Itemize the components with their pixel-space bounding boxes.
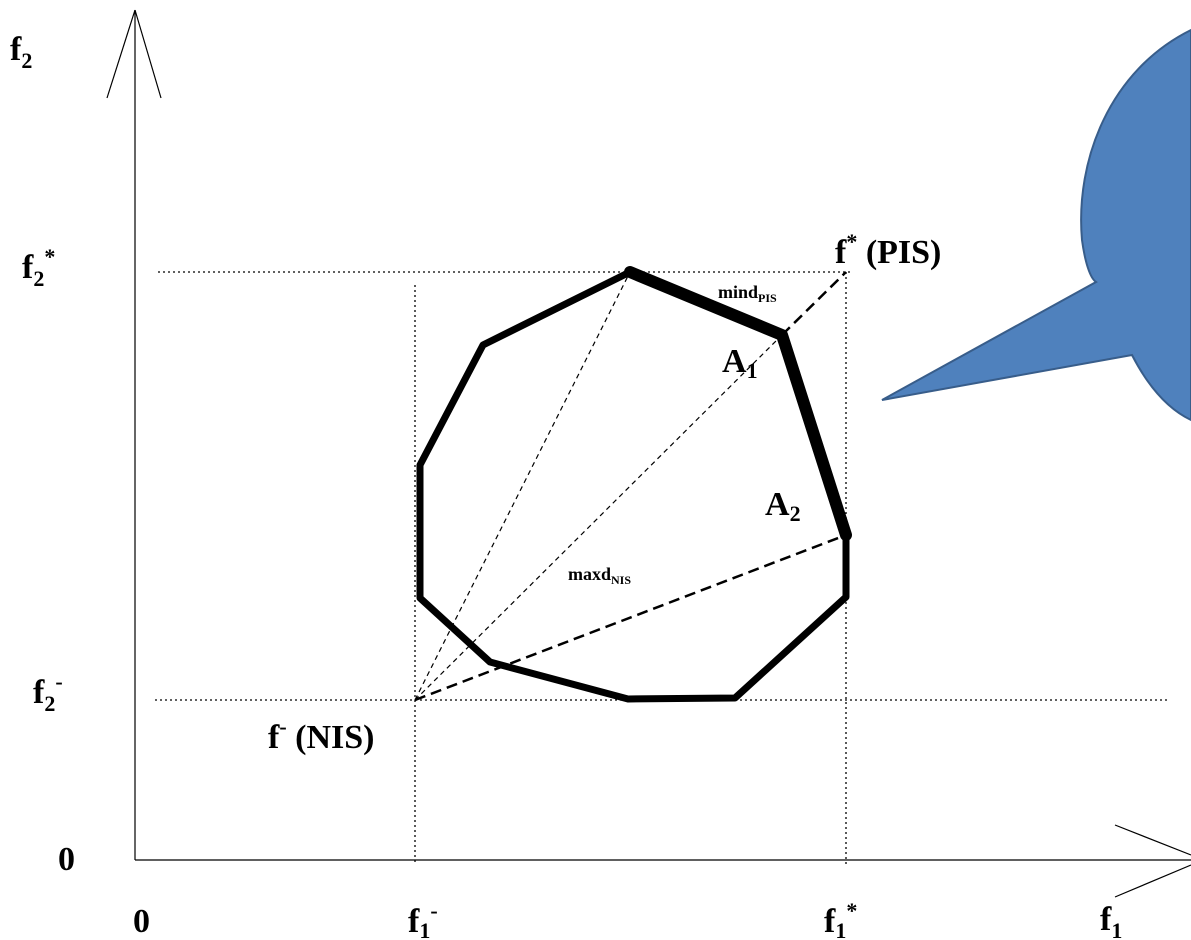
min-pis-distance-label: mindPIS [718,282,777,305]
speech-bubble-callout [881,28,1191,422]
pis-distance-ray [781,271,847,336]
a1-label: A1 [722,343,758,383]
pareto-front-edge [624,266,852,541]
a2-label: A2 [765,486,801,526]
f2-minus-label: f2- [33,669,63,716]
nis-label: f- (NIS) [268,714,375,756]
nis-ray-to-top [414,271,631,701]
y-axis-arrowhead-left [106,9,136,99]
f1-minus-label: f1- [408,898,438,940]
x-axis-arrowhead-bottom [1114,864,1191,898]
feasible-region-polygon [416,268,850,703]
x-axis-arrowhead-top [1114,824,1191,856]
f1-star-label: f1* [824,898,857,940]
y-axis-label: f2 [10,31,32,73]
y-axis-arrowhead-right [134,9,162,99]
pis-label: f* (PIS) [835,229,941,271]
origin-y-label: 0 [58,841,75,878]
origin-x-label: 0 [133,903,150,940]
x-axis-label: f1 [1100,901,1122,940]
f2-star-label: f2* [22,244,55,291]
nis-distance-ray [414,533,847,702]
max-nis-distance-label: maxdNIS [568,564,631,587]
